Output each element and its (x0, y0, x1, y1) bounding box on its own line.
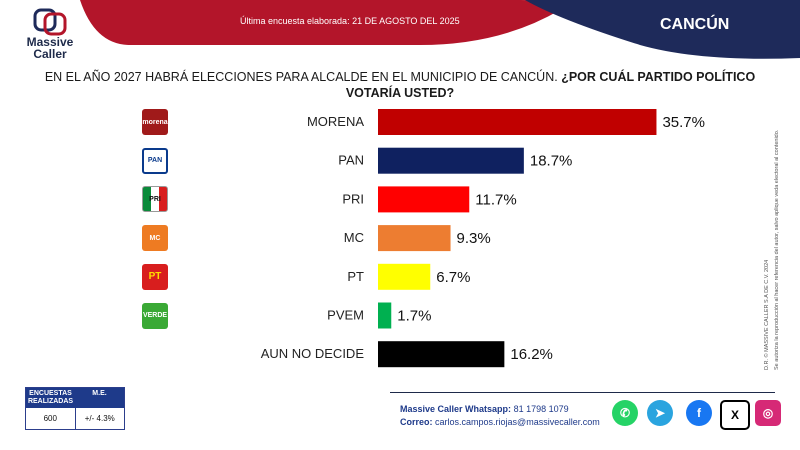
header-banner (80, 0, 800, 59)
copyright-line2: Se autoriza la reproducción al hacer ref… (774, 129, 780, 370)
mc-logo-icon: MC (142, 225, 168, 252)
last-survey-date: Última encuesta elaborada: 21 DE AGOSTO … (240, 16, 460, 26)
pri-logo-icon: PRI (142, 186, 168, 213)
bar (378, 109, 657, 135)
value-label: 1.7% (397, 308, 431, 325)
copyright-notice: D.R. © MASSIVE CALLER S.A DE C.V. 2024 S… (760, 110, 790, 370)
value-label: 18.7% (530, 153, 573, 170)
bar (378, 147, 524, 174)
bar-chart: MORENA 35.7% PAN 18.7% PRI 11.7% MC 9.3% PT 6.7% P… (261, 109, 705, 368)
whatsapp-label: Massive Caller Whatsapp: (400, 404, 512, 414)
logo-line1: Massive (26, 35, 74, 49)
margin-error-header: M.E. (92, 390, 107, 397)
header-blue-band (525, 0, 800, 59)
category-label: AUN NO DECIDE (261, 346, 365, 361)
pvem-logo-icon: VERDE (142, 302, 168, 329)
question-part2: ¿POR CUÁL PARTIDO POLÍTICO VOTARÍA USTED… (345, 70, 756, 100)
value-label: 35.7% (662, 114, 705, 131)
category-label: PT (347, 269, 364, 284)
logo-line2: Caller (33, 47, 67, 61)
value-label: 6.7% (436, 269, 470, 286)
copyright-line1: D.R. © MASSIVE CALLER S.A DE C.V. 2024 (764, 259, 770, 370)
value-label: 9.3% (457, 230, 491, 247)
bar (378, 302, 392, 329)
logo-icon (33, 8, 67, 36)
telegram-icon[interactable]: ➤ (647, 400, 673, 426)
email-label: Correo: (400, 417, 433, 427)
category-label: PVEM (327, 308, 364, 323)
value-label: 16.2% (510, 346, 553, 363)
footer-divider (390, 392, 775, 393)
bar (378, 225, 451, 252)
question-part1: EN EL AÑO 2027 HABRÁ ELECCIONES PARA ALC… (44, 70, 558, 84)
city-title: CANCÚN (660, 16, 730, 33)
surveys-header: ENCUESTAS REALIZADAS (27, 390, 74, 405)
bar (378, 263, 431, 290)
bar (378, 341, 505, 368)
pt-logo-icon: PT (142, 263, 168, 290)
morena-logo-icon: morena (142, 109, 168, 135)
survey-info-table: ENCUESTAS REALIZADAS M.E. 600 +/- 4.3% (25, 387, 125, 430)
whatsapp-icon[interactable]: ✆ (612, 400, 638, 426)
massive-caller-logo: Massive Caller (22, 8, 78, 60)
margin-error-value: +/- 4.3% (84, 414, 115, 423)
category-label: MORENA (307, 114, 364, 129)
header-red-band (80, 0, 560, 45)
contact-info: Massive Caller Whatsapp: 81 1798 1079 Co… (400, 403, 600, 429)
facebook-icon[interactable]: f (686, 400, 712, 426)
category-label: PRI (342, 191, 364, 206)
instagram-icon[interactable]: ◎ (755, 400, 781, 426)
bar (378, 186, 470, 213)
x-icon[interactable]: X (720, 400, 750, 430)
survey-question: EN EL AÑO 2027 HABRÁ ELECCIONES PARA ALC… (30, 69, 770, 101)
surveys-value: 600 (26, 408, 76, 429)
email-address[interactable]: carlos.campos.riojas@massivecaller.com (435, 417, 600, 427)
whatsapp-number[interactable]: 81 1798 1079 (513, 404, 569, 414)
category-label: PAN (338, 153, 364, 168)
value-label: 11.7% (475, 191, 516, 208)
pan-logo-icon: PAN (142, 147, 168, 174)
category-label: MC (344, 230, 364, 245)
